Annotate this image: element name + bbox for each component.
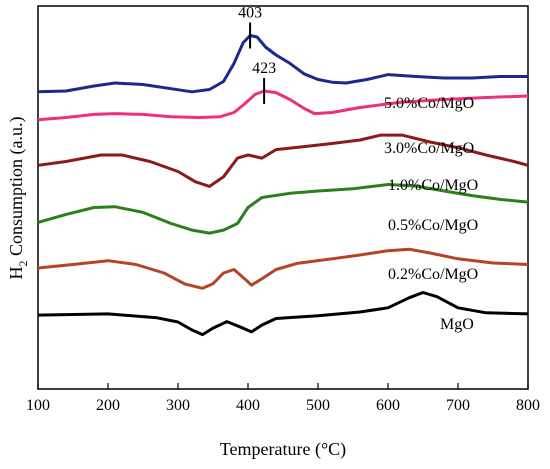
x-tick-label: 700 [446, 397, 470, 414]
series-line-mgo [37, 291, 529, 337]
x-tick-label: 100 [26, 397, 50, 414]
x-tick-label: 600 [376, 397, 400, 414]
series-label: 3.0%Co/MgO [384, 140, 474, 157]
series-label: 1.0%Co/MgO [388, 177, 478, 194]
plot-frame [37, 5, 529, 390]
x-ticks [37, 383, 529, 389]
peak-label: 423 [252, 60, 276, 77]
y-axis-title-rest: Consumption (a.u.) [6, 117, 27, 261]
y-axis-title-subscript: 2 [16, 261, 30, 267]
series-label: 0.2%Co/MgO [388, 266, 478, 283]
series-line-1-0-co-mgo [37, 133, 529, 188]
series-line-5-0-co-mgo [37, 34, 528, 94]
peak-label: 403 [238, 4, 262, 21]
series-label: 5.0%Co/MgO [384, 95, 474, 112]
series-label: 0.5%Co/MgO [388, 217, 478, 234]
x-tick-labels: 100 200 300 400 500 600 700 800 [26, 397, 540, 414]
x-tick-label: 300 [166, 397, 190, 414]
x-tick-label: 500 [306, 397, 330, 414]
y-axis-title: H2 Consumption (a.u.) [6, 117, 30, 280]
x-tick-label: 800 [516, 397, 540, 414]
x-axis-title: Temperature (°C) [220, 439, 346, 460]
x-tick-label: 400 [236, 397, 260, 414]
y-axis-title-main: H [6, 267, 26, 280]
series-line-3-0-co-mgo [37, 89, 529, 122]
series-line-0-2-co-mgo [37, 247, 529, 290]
series-label: MgO [440, 316, 474, 333]
peak-annotations: 403 423 [238, 4, 276, 105]
series-labels: MgO 0.2%Co/MgO 0.5%Co/MgO 1.0%Co/MgO 3.0%Co/… [384, 95, 478, 333]
series-lines [37, 34, 529, 337]
series-line-0-5-co-mgo [37, 183, 529, 235]
x-tick-label: 200 [96, 397, 120, 414]
